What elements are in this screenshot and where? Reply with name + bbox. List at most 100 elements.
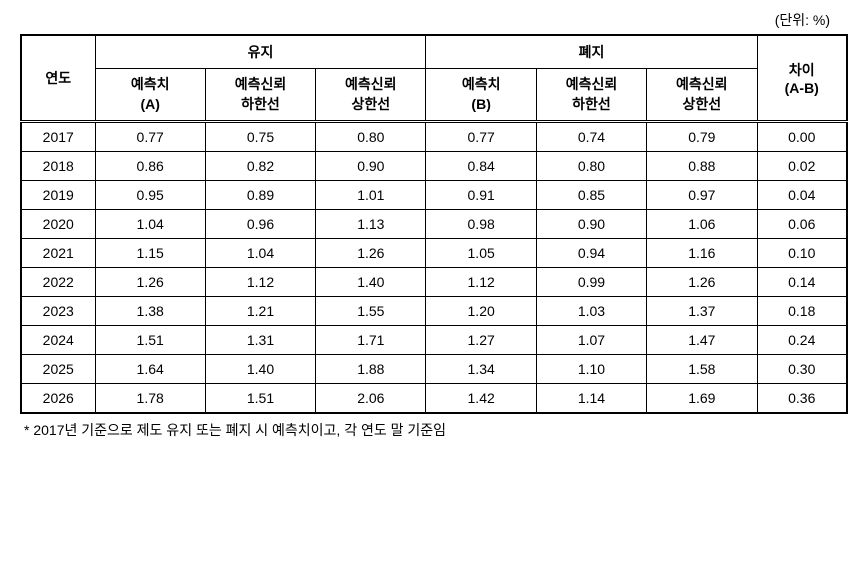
cell-diff: 0.04 — [757, 181, 847, 210]
cell-b-high: 1.58 — [647, 355, 757, 384]
cell-a-pred: 1.78 — [95, 384, 205, 414]
cell-a-low: 0.75 — [205, 122, 315, 152]
table-row: 20231.381.211.551.201.031.370.18 — [21, 297, 847, 326]
cell-a-low: 1.31 — [205, 326, 315, 355]
cell-year: 2019 — [21, 181, 95, 210]
cell-a-high: 1.13 — [316, 210, 426, 239]
cell-a-high: 0.90 — [316, 152, 426, 181]
footnote: * 2017년 기준으로 제도 유지 또는 폐지 시 예측치이고, 각 연도 말… — [20, 420, 848, 440]
cell-year: 2020 — [21, 210, 95, 239]
header-diff: 차이(A-B) — [757, 35, 847, 122]
cell-b-pred: 1.27 — [426, 326, 536, 355]
cell-diff: 0.18 — [757, 297, 847, 326]
cell-year: 2018 — [21, 152, 95, 181]
cell-b-pred: 0.77 — [426, 122, 536, 152]
cell-a-pred: 1.51 — [95, 326, 205, 355]
header-group-a: 유지 — [95, 35, 426, 69]
cell-b-high: 1.26 — [647, 268, 757, 297]
cell-b-pred: 0.98 — [426, 210, 536, 239]
cell-year: 2026 — [21, 384, 95, 414]
cell-year: 2023 — [21, 297, 95, 326]
cell-a-low: 1.51 — [205, 384, 315, 414]
cell-diff: 0.36 — [757, 384, 847, 414]
header-group-b: 폐지 — [426, 35, 757, 69]
cell-b-low: 0.94 — [536, 239, 646, 268]
cell-a-high: 1.88 — [316, 355, 426, 384]
cell-a-high: 1.55 — [316, 297, 426, 326]
cell-b-pred: 1.05 — [426, 239, 536, 268]
cell-a-high: 1.26 — [316, 239, 426, 268]
cell-b-pred: 1.20 — [426, 297, 536, 326]
cell-a-high: 1.01 — [316, 181, 426, 210]
cell-diff: 0.06 — [757, 210, 847, 239]
cell-a-pred: 0.77 — [95, 122, 205, 152]
header-year: 연도 — [21, 35, 95, 122]
cell-diff: 0.14 — [757, 268, 847, 297]
table-row: 20201.040.961.130.980.901.060.06 — [21, 210, 847, 239]
cell-b-pred: 1.12 — [426, 268, 536, 297]
cell-a-low: 1.21 — [205, 297, 315, 326]
table-row: 20211.151.041.261.050.941.160.10 — [21, 239, 847, 268]
cell-b-pred: 1.42 — [426, 384, 536, 414]
cell-a-low: 0.89 — [205, 181, 315, 210]
table-row: 20180.860.820.900.840.800.880.02 — [21, 152, 847, 181]
header-lower-a: 예측신뢰하한선 — [205, 69, 315, 122]
cell-b-high: 1.16 — [647, 239, 757, 268]
cell-b-high: 1.47 — [647, 326, 757, 355]
cell-diff: 0.24 — [757, 326, 847, 355]
header-upper-b: 예측신뢰상한선 — [647, 69, 757, 122]
cell-b-low: 0.80 — [536, 152, 646, 181]
cell-a-pred: 1.15 — [95, 239, 205, 268]
table-row: 20170.770.750.800.770.740.790.00 — [21, 122, 847, 152]
cell-a-low: 0.82 — [205, 152, 315, 181]
cell-a-high: 1.71 — [316, 326, 426, 355]
cell-b-low: 0.90 — [536, 210, 646, 239]
cell-year: 2022 — [21, 268, 95, 297]
cell-a-low: 0.96 — [205, 210, 315, 239]
cell-a-high: 2.06 — [316, 384, 426, 414]
cell-b-low: 1.07 — [536, 326, 646, 355]
cell-a-high: 0.80 — [316, 122, 426, 152]
cell-a-pred: 1.04 — [95, 210, 205, 239]
data-table: 연도 유지 폐지 차이(A-B) 예측치(A) 예측신뢰하한선 예측신뢰상한선 … — [20, 34, 848, 414]
cell-diff: 0.10 — [757, 239, 847, 268]
header-lower-b: 예측신뢰하한선 — [536, 69, 646, 122]
cell-year: 2017 — [21, 122, 95, 152]
cell-b-high: 0.79 — [647, 122, 757, 152]
cell-year: 2024 — [21, 326, 95, 355]
cell-b-high: 1.06 — [647, 210, 757, 239]
cell-b-low: 1.14 — [536, 384, 646, 414]
cell-b-low: 0.99 — [536, 268, 646, 297]
cell-b-high: 0.88 — [647, 152, 757, 181]
cell-a-high: 1.40 — [316, 268, 426, 297]
cell-a-pred: 1.26 — [95, 268, 205, 297]
table-row: 20241.511.311.711.271.071.470.24 — [21, 326, 847, 355]
cell-a-pred: 0.86 — [95, 152, 205, 181]
table-row: 20190.950.891.010.910.850.970.04 — [21, 181, 847, 210]
cell-b-pred: 0.91 — [426, 181, 536, 210]
cell-a-low: 1.04 — [205, 239, 315, 268]
header-upper-a: 예측신뢰상한선 — [316, 69, 426, 122]
header-pred-a: 예측치(A) — [95, 69, 205, 122]
cell-a-low: 1.40 — [205, 355, 315, 384]
cell-diff: 0.02 — [757, 152, 847, 181]
cell-a-pred: 0.95 — [95, 181, 205, 210]
unit-label: (단위: %) — [20, 10, 848, 30]
cell-a-pred: 1.38 — [95, 297, 205, 326]
cell-b-high: 1.69 — [647, 384, 757, 414]
cell-b-high: 1.37 — [647, 297, 757, 326]
cell-b-low: 1.10 — [536, 355, 646, 384]
cell-b-high: 0.97 — [647, 181, 757, 210]
table-body: 20170.770.750.800.770.740.790.0020180.86… — [21, 122, 847, 414]
header-pred-b: 예측치(B) — [426, 69, 536, 122]
cell-year: 2021 — [21, 239, 95, 268]
cell-b-low: 0.74 — [536, 122, 646, 152]
cell-b-low: 0.85 — [536, 181, 646, 210]
cell-a-pred: 1.64 — [95, 355, 205, 384]
table-row: 20221.261.121.401.120.991.260.14 — [21, 268, 847, 297]
cell-diff: 0.30 — [757, 355, 847, 384]
cell-b-low: 1.03 — [536, 297, 646, 326]
cell-b-pred: 1.34 — [426, 355, 536, 384]
cell-diff: 0.00 — [757, 122, 847, 152]
table-row: 20261.781.512.061.421.141.690.36 — [21, 384, 847, 414]
